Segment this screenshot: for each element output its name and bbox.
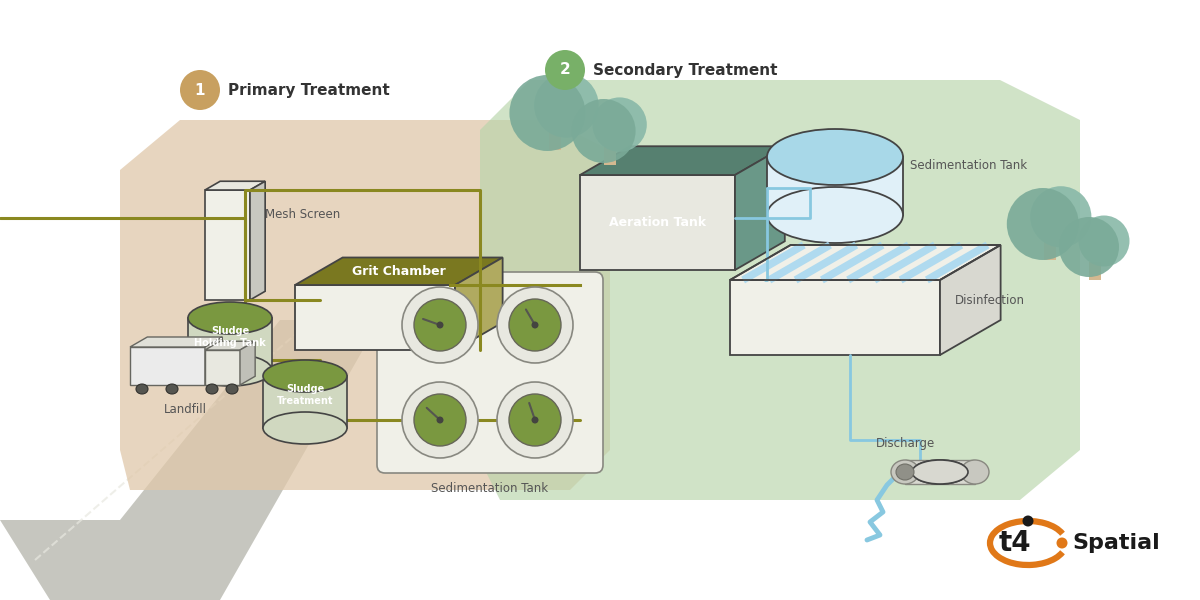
Text: Spatial: Spatial	[1072, 533, 1159, 553]
Circle shape	[571, 99, 636, 163]
Circle shape	[534, 73, 599, 138]
Polygon shape	[905, 460, 974, 484]
Ellipse shape	[188, 302, 272, 334]
Text: 1: 1	[194, 82, 205, 98]
Polygon shape	[240, 341, 256, 385]
Polygon shape	[295, 285, 455, 350]
Ellipse shape	[263, 360, 347, 392]
Circle shape	[402, 287, 478, 363]
Circle shape	[532, 416, 539, 424]
Ellipse shape	[961, 460, 989, 484]
Circle shape	[1079, 215, 1129, 266]
Ellipse shape	[206, 384, 218, 394]
Polygon shape	[0, 320, 380, 600]
Polygon shape	[250, 181, 265, 300]
Polygon shape	[940, 245, 1001, 355]
Circle shape	[414, 299, 466, 351]
Circle shape	[497, 382, 574, 458]
Polygon shape	[120, 120, 610, 490]
Ellipse shape	[896, 464, 914, 480]
Circle shape	[437, 322, 444, 329]
Polygon shape	[730, 280, 940, 355]
Text: Grit Chamber: Grit Chamber	[352, 265, 445, 278]
Text: Mesh Screen: Mesh Screen	[265, 208, 341, 221]
Polygon shape	[263, 376, 347, 428]
Polygon shape	[130, 337, 222, 347]
Ellipse shape	[136, 384, 148, 394]
Polygon shape	[580, 175, 734, 270]
Ellipse shape	[263, 412, 347, 444]
Circle shape	[1056, 538, 1068, 548]
Circle shape	[402, 382, 478, 458]
Text: Sludge
Holding Tank: Sludge Holding Tank	[194, 326, 266, 348]
Text: t4: t4	[998, 529, 1031, 557]
Text: 2: 2	[559, 62, 570, 77]
Text: Discharge: Discharge	[875, 437, 935, 450]
Polygon shape	[188, 318, 272, 370]
Polygon shape	[205, 337, 222, 385]
Polygon shape	[455, 257, 503, 350]
Ellipse shape	[912, 460, 968, 484]
Text: Secondary Treatment: Secondary Treatment	[593, 62, 778, 77]
Polygon shape	[730, 245, 1001, 280]
Circle shape	[414, 394, 466, 446]
Polygon shape	[295, 257, 503, 285]
Polygon shape	[767, 157, 902, 215]
Circle shape	[180, 70, 220, 110]
Ellipse shape	[912, 460, 968, 484]
Ellipse shape	[166, 384, 178, 394]
Polygon shape	[550, 132, 562, 150]
Text: Aeration Tank: Aeration Tank	[610, 215, 707, 229]
Circle shape	[437, 416, 444, 424]
Circle shape	[1022, 515, 1033, 527]
Polygon shape	[130, 347, 205, 385]
Polygon shape	[205, 341, 256, 350]
Text: Sedimentation Tank: Sedimentation Tank	[432, 482, 548, 495]
Circle shape	[1058, 217, 1118, 277]
Polygon shape	[580, 146, 785, 175]
FancyBboxPatch shape	[377, 272, 604, 473]
Circle shape	[532, 322, 539, 329]
Ellipse shape	[767, 129, 904, 185]
Polygon shape	[480, 80, 1080, 500]
Polygon shape	[205, 181, 265, 190]
Polygon shape	[604, 147, 616, 165]
Circle shape	[1007, 188, 1079, 260]
Polygon shape	[205, 350, 240, 385]
Circle shape	[593, 97, 647, 152]
Polygon shape	[734, 146, 785, 270]
Ellipse shape	[226, 384, 238, 394]
Polygon shape	[1088, 262, 1102, 280]
Circle shape	[509, 75, 586, 151]
Polygon shape	[205, 190, 250, 300]
Text: Landfill: Landfill	[163, 403, 206, 416]
Text: Disinfection: Disinfection	[955, 293, 1025, 307]
Text: Primary Treatment: Primary Treatment	[228, 82, 390, 98]
Polygon shape	[1044, 242, 1056, 260]
Circle shape	[1030, 186, 1092, 247]
Circle shape	[509, 394, 562, 446]
Text: Sedimentation Tank: Sedimentation Tank	[910, 158, 1027, 172]
Circle shape	[545, 50, 586, 90]
Ellipse shape	[890, 460, 919, 484]
Ellipse shape	[767, 187, 904, 243]
Circle shape	[509, 299, 562, 351]
Ellipse shape	[188, 354, 272, 386]
Text: Sludge
Treatment: Sludge Treatment	[277, 384, 334, 406]
Circle shape	[497, 287, 574, 363]
